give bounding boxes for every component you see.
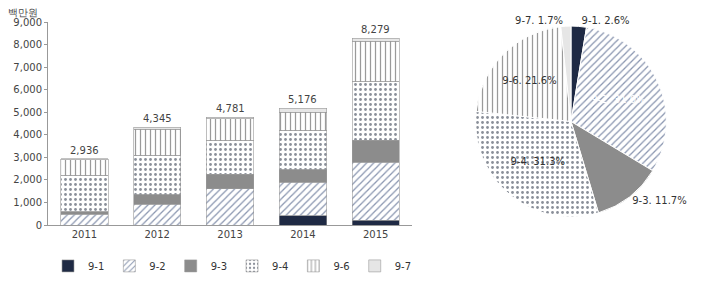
svg-text:9-6. 21.6%: 9-6. 21.6%: [502, 75, 556, 86]
svg-text:9,000: 9,000: [13, 17, 42, 28]
svg-text:2,000: 2,000: [13, 174, 42, 185]
svg-text:9-1: 9-1: [88, 261, 104, 272]
svg-text:3,000: 3,000: [13, 152, 42, 163]
svg-text:7,000: 7,000: [13, 62, 42, 73]
svg-text:2012: 2012: [145, 229, 170, 240]
svg-text:9-4: 9-4: [272, 261, 288, 272]
svg-text:2014: 2014: [290, 229, 315, 240]
svg-text:2,936: 2,936: [70, 145, 99, 156]
svg-text:2011: 2011: [72, 229, 97, 240]
svg-text:5,176: 5,176: [288, 94, 317, 105]
svg-text:백만원: 백만원: [8, 7, 38, 18]
svg-text:9-1. 2.6%: 9-1. 2.6%: [582, 15, 630, 26]
svg-text:6,000: 6,000: [13, 84, 42, 95]
svg-text:1,000: 1,000: [13, 197, 42, 208]
svg-text:9-2: 9-2: [149, 261, 165, 272]
svg-text:9-7: 9-7: [395, 261, 411, 272]
svg-text:4,781: 4,781: [216, 103, 245, 114]
svg-text:4,345: 4,345: [143, 113, 172, 124]
svg-text:9-3. 11.7%: 9-3. 11.7%: [632, 195, 686, 206]
svg-text:2015: 2015: [363, 229, 388, 240]
svg-text:9-7. 1.7%: 9-7. 1.7%: [515, 15, 563, 26]
svg-text:2013: 2013: [217, 229, 242, 240]
svg-text:9-2. 31.0%: 9-2. 31.0%: [591, 94, 645, 105]
svg-text:8,279: 8,279: [361, 24, 390, 35]
svg-text:9-6: 9-6: [333, 261, 349, 272]
svg-text:4,000: 4,000: [13, 129, 42, 140]
svg-text:9-3: 9-3: [211, 261, 227, 272]
svg-text:9-4. 31.3%: 9-4. 31.3%: [511, 156, 565, 167]
svg-text:5,000: 5,000: [13, 107, 42, 118]
svg-text:0: 0: [36, 220, 42, 231]
svg-text:8,000: 8,000: [13, 39, 42, 50]
